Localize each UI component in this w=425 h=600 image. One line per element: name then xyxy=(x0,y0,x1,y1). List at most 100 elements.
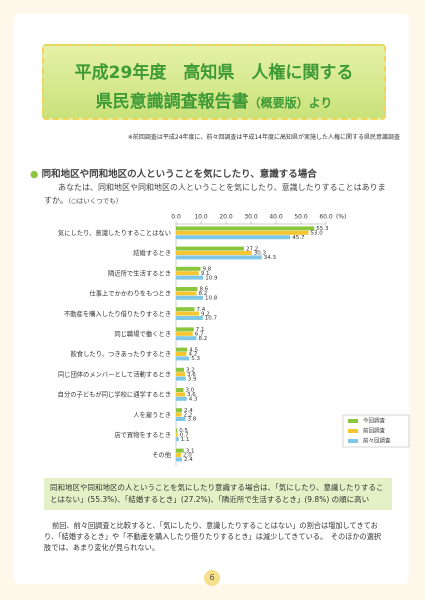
value-label: 6.7 xyxy=(195,332,204,338)
x-tick-label: 60.0 xyxy=(319,214,333,221)
bar xyxy=(176,271,199,276)
bar xyxy=(176,327,194,332)
bar xyxy=(176,417,186,421)
value-label: 3.0 xyxy=(186,388,195,394)
bar xyxy=(176,316,203,320)
title-suffix: （概要版）より xyxy=(248,96,333,110)
value-label: 3.8 xyxy=(188,417,197,423)
bar xyxy=(176,376,186,381)
bar xyxy=(176,295,203,300)
paragraph: 前回、前々回調査と比較すると、「気にしたり、意識したりすることはない」の割合は増… xyxy=(44,521,382,552)
value-label: 0.7 xyxy=(180,433,189,439)
category-label: 同じ職場で働くとき xyxy=(114,329,171,338)
bar xyxy=(176,246,244,251)
page-number: 6 xyxy=(204,570,220,586)
value-label: 3.9 xyxy=(188,376,197,382)
legend-label: 前回調査 xyxy=(363,427,386,435)
bar xyxy=(176,408,182,413)
x-tick-label: 50.0 xyxy=(294,214,308,221)
title-line: 県民意識調査報告書（概要版）より xyxy=(44,87,384,112)
bar xyxy=(176,437,179,442)
value-label: 55.3 xyxy=(316,226,329,232)
heading: 同和地区や同和地区の人ということを気にしたり、意識する場合 xyxy=(41,169,317,180)
bar xyxy=(176,226,315,231)
bar xyxy=(176,275,204,280)
bar xyxy=(176,255,262,260)
bar xyxy=(176,432,178,437)
value-label: 8.2 xyxy=(199,336,208,342)
bar xyxy=(176,396,187,401)
bar xyxy=(176,266,201,271)
value-label: 10.8 xyxy=(205,296,218,302)
value-label: 4.5 xyxy=(189,347,198,353)
bar xyxy=(176,453,181,457)
value-label: 8.6 xyxy=(200,287,209,293)
bar xyxy=(176,356,190,361)
legend-swatch xyxy=(348,439,358,443)
title: 県民意識調査報告書 xyxy=(95,92,249,112)
x-tick-label: 30.0 xyxy=(244,214,258,221)
value-label: 3.6 xyxy=(187,392,196,398)
category-label: 気にしたり、意識したりすることはない xyxy=(58,228,171,237)
question: あなたは、同和地区や同和地区の人ということを気にしたり、意識したりすることはあり… xyxy=(44,181,390,208)
category-label: 不動産を購入したり借りたりするとき xyxy=(64,309,171,318)
bar xyxy=(176,347,188,352)
question-text: あなたは、同和地区や同和地区の人ということを気にしたり、意識したりすることはあり… xyxy=(44,183,386,205)
value-label: 30.3 xyxy=(254,251,267,257)
value-label: 2.4 xyxy=(184,457,193,463)
value-label: 2.0 xyxy=(183,453,192,459)
category-label: 結婚するとき xyxy=(133,248,171,257)
legend-label: 前々回調査 xyxy=(363,437,391,445)
x-tick-label: 10.0 xyxy=(194,214,208,221)
bar xyxy=(176,448,184,453)
value-label: 10.9 xyxy=(205,275,218,281)
value-label: 2.2 xyxy=(184,412,193,418)
bar xyxy=(176,367,184,372)
value-label: 53.0 xyxy=(311,231,324,237)
bar xyxy=(176,352,187,356)
bar xyxy=(176,287,198,291)
bar xyxy=(176,291,197,296)
summary: 同和地区や同和地区の人ということを気にしたり意識する場合は、「気にしたり、意識し… xyxy=(44,478,392,510)
bar xyxy=(176,372,185,377)
bar xyxy=(176,412,182,417)
value-label: 45.7 xyxy=(292,235,305,241)
category-label: その他 xyxy=(152,450,172,459)
bar xyxy=(176,235,291,240)
value-label: 27.2 xyxy=(246,246,258,252)
bar xyxy=(176,251,252,255)
legend-swatch xyxy=(348,429,358,433)
x-tick-label: 40.0 xyxy=(269,214,283,221)
category-label: 同じ団体のメンバーとして活動するとき xyxy=(58,369,171,378)
category-label: 飲食したり、つきあったりするとき xyxy=(71,349,172,358)
value-label: 7.4 xyxy=(197,307,206,313)
value-label: 3.2 xyxy=(186,368,195,374)
note: ※前回調査は平成24年度に、前々回調査は平成14年度に高知県が実施した人権に関す… xyxy=(127,134,400,141)
value-label: 8.2 xyxy=(199,291,208,297)
x-tick-label: 0.0 xyxy=(171,214,181,221)
x-unit: (%) xyxy=(336,214,346,221)
value-label: 1.1 xyxy=(181,437,190,443)
bar xyxy=(176,230,309,235)
title-box: 平成29年度 高知県 人権に関する 県民意識調査報告書（概要版）より xyxy=(42,44,386,120)
value-label: 9.1 xyxy=(201,271,210,277)
bar xyxy=(176,428,178,433)
value-label: 0.5 xyxy=(179,428,188,434)
section-heading: ● 同和地区や同和地区の人ということを気にしたり、意識する場合 xyxy=(30,166,400,180)
category-label: 自分の子どもが同じ学校に通学するとき xyxy=(58,390,171,399)
value-label: 34.3 xyxy=(264,255,277,261)
value-label: 7.1 xyxy=(196,327,205,333)
value-label: 2.4 xyxy=(184,408,193,414)
value-label: 10.7 xyxy=(205,316,218,322)
category-label: 隣近所で生活するとき xyxy=(108,268,171,277)
bullet: ● xyxy=(30,169,39,180)
question-note: （○はいくつでも） xyxy=(67,197,123,205)
category-label: 店で買物をするとき xyxy=(114,430,171,439)
x-tick-label: 20.0 xyxy=(219,214,233,221)
bar xyxy=(176,331,193,336)
value-label: 9.2 xyxy=(201,311,210,317)
value-label: 9.8 xyxy=(203,267,212,273)
bar xyxy=(176,336,197,341)
